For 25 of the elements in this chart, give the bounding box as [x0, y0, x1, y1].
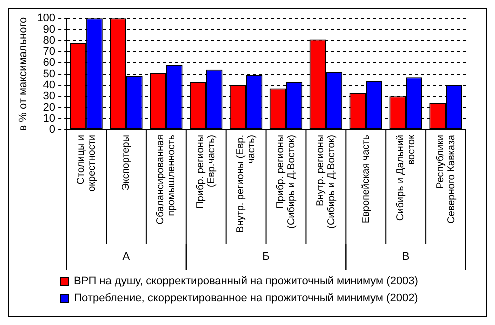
x-tick-label: Сибирь и Дальний восток — [395, 134, 418, 222]
x-tick-label: Внутр. регионы (Сибирь и Д.Восток) — [315, 135, 338, 229]
x-tick-label: Внутр. регионы (Евр. часть) — [236, 135, 258, 233]
legend-label: ВРП на душу, скорректированный на прожиточный минимум (2003) — [74, 276, 418, 288]
y-tick-label: 10 — [43, 112, 56, 125]
y-tick-label: 90 — [43, 24, 56, 36]
y-tick-label: 80 — [43, 34, 56, 47]
y-tick-label: 100 — [37, 12, 56, 25]
y-tick-label: 30 — [43, 90, 56, 103]
x-tick-label: Прибр. регионы (Сибирь и Д.Восток) — [276, 135, 298, 229]
text: В — [402, 251, 410, 264]
x-tick-label: Экспортеры — [121, 135, 132, 191]
x-tick-label: Европейская часть — [360, 135, 372, 224]
legend-label: Потребление, скорректированное на прожиточный минимум (2002) — [74, 292, 418, 305]
text: А — [122, 251, 131, 264]
y-axis-title: в % от максимального — [18, 17, 30, 132]
x-tick-label: Прибр. регионы (Евр.часть) — [196, 135, 218, 209]
y-tick-label: 70 — [43, 46, 56, 58]
y-tick-label: 40 — [43, 79, 56, 92]
y-tick-label: 60 — [43, 57, 56, 70]
x-tick-label: Столицы и окрестности — [76, 135, 98, 192]
y-tick-label: 50 — [43, 68, 56, 80]
y-tick-label: 20 — [43, 102, 56, 114]
text: Б — [262, 251, 270, 264]
y-tick-label: 0 — [49, 124, 56, 136]
